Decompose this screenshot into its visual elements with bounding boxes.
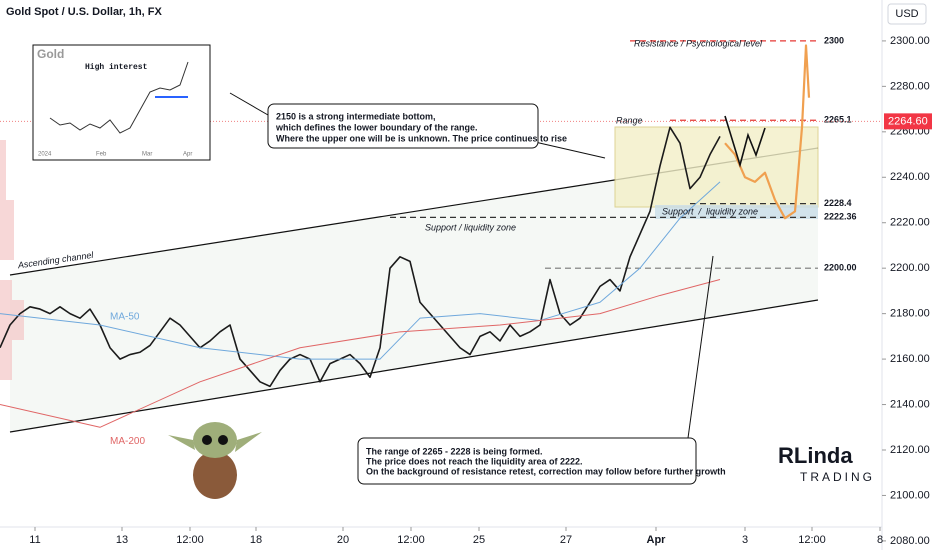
level-label: 2222.36	[824, 212, 857, 222]
x-tick-label: 11	[29, 534, 40, 546]
y-tick-label: 2220.00	[890, 217, 930, 229]
support-box	[655, 205, 818, 219]
current-price-label: 2264.60	[888, 115, 928, 127]
y-tick-label: 2240.00	[890, 171, 930, 183]
inset-x-label: Apr	[183, 152, 192, 158]
level-label: 2265.1	[824, 115, 852, 125]
inset-title: Gold	[37, 47, 64, 61]
inset-x-label: Feb	[96, 152, 107, 158]
price-line	[0, 181, 721, 360]
callout-text: The price does not reach the liquidity a…	[366, 456, 583, 466]
x-tick-label: 13	[116, 534, 128, 546]
channel-fill	[10, 148, 818, 432]
y-tick-label: 2160.00	[890, 353, 930, 365]
callout-text: Where the upper one will be is unknown. …	[276, 133, 567, 143]
callout-text: On the background of resistance retest, …	[366, 466, 726, 476]
y-tick-label: 2080.00	[890, 535, 930, 547]
callout-box	[267, 103, 539, 149]
logo: RLinda	[778, 443, 853, 468]
volume-profile	[0, 140, 24, 380]
callout-pointer	[229, 92, 269, 116]
y-tick-label: 2100.00	[890, 489, 930, 501]
callout-text: The range of 2265 - 2228 is being formed…	[366, 446, 543, 456]
x-tick-label: 8	[877, 534, 883, 546]
annotation: Support / liquidity zone	[425, 222, 516, 232]
forecast-arrow	[724, 115, 766, 168]
level-label: 2200.00	[824, 263, 857, 273]
annotation: Support / liquidity zone	[662, 206, 758, 216]
x-tick-label: 12:00	[176, 534, 204, 546]
x-tick-label: 3	[742, 534, 748, 546]
callout-text: 2150 is a strong intermediate bottom,	[276, 111, 436, 121]
inset-x-label: Mar	[142, 152, 152, 158]
price-line	[724, 44, 811, 220]
channel-line	[9, 299, 819, 433]
level-label: 2300	[824, 35, 844, 45]
character-illustration	[168, 422, 262, 499]
y-tick-label: 2180.00	[890, 308, 930, 320]
callout-pointer	[534, 141, 606, 159]
y-tick-label: 2140.00	[890, 398, 930, 410]
current-price-tag	[884, 113, 932, 130]
y-tick-label: 2280.00	[890, 80, 930, 92]
y-tick-label: 2200.00	[890, 262, 930, 274]
inset	[32, 44, 211, 161]
callout-text: which defines the lower boundary of the …	[275, 122, 478, 132]
series-label: MA-50	[110, 312, 140, 323]
annotation: Range	[616, 115, 643, 125]
logo-sub: TRADING	[800, 470, 875, 484]
x-tick-label: 12:00	[798, 534, 826, 546]
y-tick-label: 2120.00	[890, 444, 930, 456]
inset-x-label: 2024	[38, 152, 52, 158]
plot: 2080.00 2100.00 2120.00 2140.00 2160.00 2180.…	[0, 35, 932, 547]
chart-title: Gold Spot / U.S. Dollar, 1h, FX	[6, 6, 163, 18]
y-tick-label: 2300.00	[890, 35, 930, 47]
x-tick-label: 18	[250, 534, 262, 546]
inset-price	[49, 61, 189, 134]
x-tick-label: Apr	[647, 534, 667, 546]
inset-note: High interest	[85, 63, 148, 72]
x-tick-label: 20	[337, 534, 349, 546]
price-line	[0, 279, 721, 428]
x-tick-label: 25	[473, 534, 485, 546]
range-box	[614, 126, 819, 208]
x-tick-label: 12:00	[397, 534, 425, 546]
x-tick-label: 27	[560, 534, 572, 546]
series-label: MA-200	[110, 436, 145, 447]
currency[interactable]: USD	[895, 8, 918, 20]
level-label: 2228.4	[824, 198, 852, 208]
currency-button[interactable]	[887, 3, 927, 25]
callout-pointer	[687, 255, 714, 439]
callout-box	[357, 437, 697, 485]
annotation: Resistance / Psychological level	[634, 38, 763, 48]
price-line	[0, 126, 721, 388]
